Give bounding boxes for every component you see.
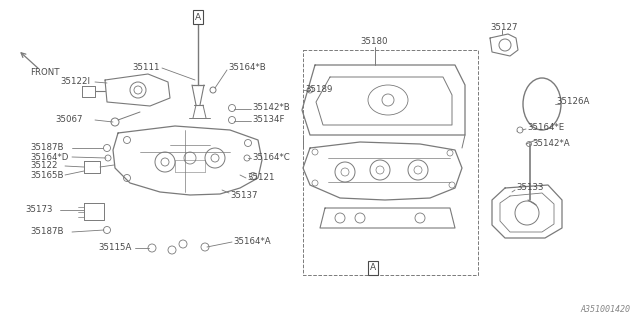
Text: A: A: [195, 12, 201, 21]
Text: 35180: 35180: [360, 37, 387, 46]
Text: 35127: 35127: [490, 23, 518, 33]
Text: 35133: 35133: [516, 183, 543, 193]
Text: A: A: [370, 263, 376, 273]
Bar: [303, 50, 478, 275]
Text: 35164*D: 35164*D: [30, 153, 68, 162]
Text: 35173: 35173: [25, 205, 52, 214]
Text: 35067: 35067: [55, 116, 83, 124]
Text: 35164*B: 35164*B: [228, 63, 266, 73]
Text: 35115A: 35115A: [98, 244, 131, 252]
Text: 35122I: 35122I: [60, 77, 90, 86]
Text: 35187B: 35187B: [30, 143, 63, 153]
Text: 35142*A: 35142*A: [532, 140, 570, 148]
Text: 35134F: 35134F: [252, 116, 285, 124]
Text: 35165B: 35165B: [30, 171, 63, 180]
Text: 35121: 35121: [247, 173, 275, 182]
Text: A351001420: A351001420: [580, 305, 630, 314]
Text: 35164*C: 35164*C: [252, 154, 290, 163]
Text: 35164*A: 35164*A: [233, 237, 271, 246]
Text: 35187B: 35187B: [30, 228, 63, 236]
Text: 35111: 35111: [132, 63, 160, 73]
Text: 35142*B: 35142*B: [252, 103, 290, 113]
Text: 35164*E: 35164*E: [527, 124, 564, 132]
Text: FRONT: FRONT: [30, 68, 60, 77]
Text: 35189: 35189: [305, 85, 332, 94]
Text: 35122: 35122: [30, 162, 58, 171]
Text: 35137: 35137: [230, 190, 257, 199]
Text: 35126A: 35126A: [556, 98, 589, 107]
